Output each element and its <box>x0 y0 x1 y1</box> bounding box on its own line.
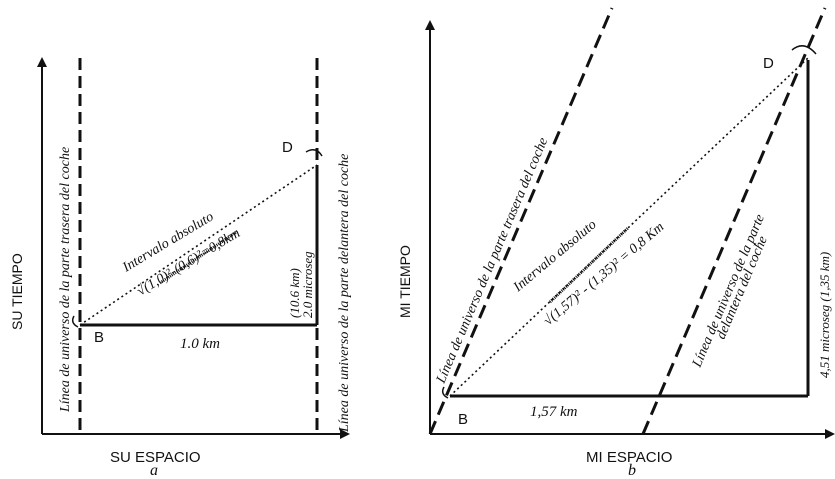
panel-a-event-d-label: D <box>282 139 293 156</box>
panel-b-distance-label: 1,57 km <box>530 404 578 420</box>
panel-a-distance-label: 1.0 km <box>180 336 220 352</box>
panel-b: MI TIEMPO MI ESPACIO Línea de universo d… <box>397 8 832 479</box>
panel-a-y-axis-label: SU TIEMPO <box>9 253 25 330</box>
panel-b-front-worldline <box>643 8 825 434</box>
panel-a-rear-worldline-label: Línea de universo de la parte trasera de… <box>58 147 73 413</box>
panel-a-time-label-2: 2.0 microseg <box>300 251 315 318</box>
panel-a-caption: a <box>150 462 158 479</box>
panel-a-event-b-label: B <box>94 329 104 346</box>
panel-b-caption: b <box>628 462 636 479</box>
panel-b-interval-formula: √(1,57)² - (1,35)² = 0,8 Km <box>541 220 667 329</box>
panel-b-y-axis-label: MI TIEMPO <box>397 245 413 318</box>
panel-b-event-b-label: B <box>458 411 468 428</box>
panel-a-interval-line <box>80 165 317 325</box>
panel-b-rear-worldline-label: Línea de universo de la parte trasera de… <box>433 136 551 387</box>
panel-a-event-b-marker <box>73 316 78 327</box>
panel-b-time-label: 4,51 microseg (1,35 km) <box>817 252 832 378</box>
panel-a-front-worldline-label: Línea de universo de la parte delantera … <box>337 154 352 433</box>
panel-a: SU TIEMPO SU ESPACIO Línea de universo d… <box>9 58 352 479</box>
panel-a-event-d-marker <box>306 150 322 156</box>
panel-b-event-d-marker <box>792 46 816 54</box>
panel-b-event-d-label: D <box>763 55 774 72</box>
